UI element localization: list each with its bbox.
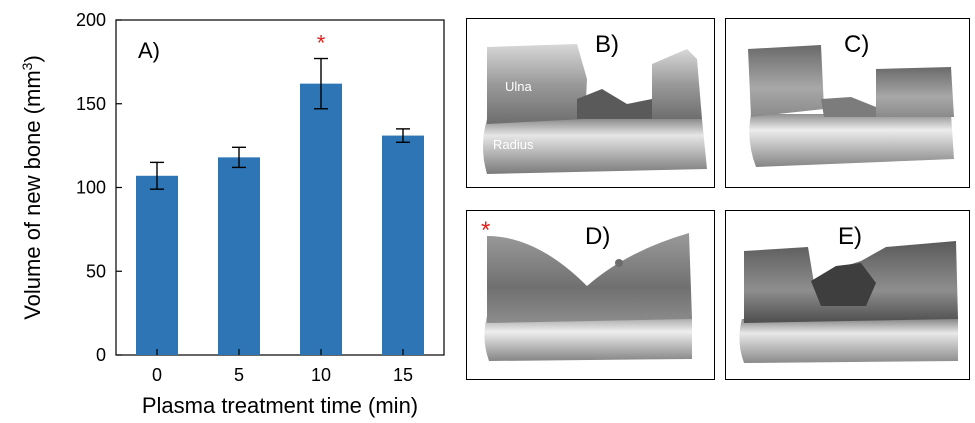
bar [382, 135, 424, 355]
bar [218, 157, 260, 355]
y-tick-label: 50 [86, 261, 106, 281]
bone-image-c [748, 45, 954, 167]
panel-label: B) [595, 31, 619, 58]
y-tick-label: 100 [76, 178, 106, 198]
x-tick-label: 10 [311, 365, 331, 385]
y-axis-label: Volume of new bone (mm3) [19, 55, 45, 320]
bone-image-b [483, 44, 707, 174]
bar [136, 175, 178, 355]
bar-chart: 0 50 100 150 200 0 5 10 * 15 A) Plasma treatment ti… [19, 10, 445, 418]
y-tick-label: 200 [76, 10, 106, 30]
radius-label: Radius [493, 137, 534, 152]
panel-label: D) [585, 223, 611, 250]
bar [300, 83, 342, 356]
panel-label: C) [844, 31, 870, 58]
panel-c: C) [725, 18, 970, 188]
y-tick-label: 0 [96, 345, 106, 365]
panel-label: A) [138, 38, 160, 63]
x-tick-label: 0 [152, 365, 162, 385]
panel-label: E) [838, 223, 862, 250]
x-tick-label: 5 [234, 365, 244, 385]
y-tick-label: 150 [76, 94, 106, 114]
significance-marker-d: * [481, 217, 491, 244]
panel-e: E) [725, 210, 970, 380]
panel-d: * D) [466, 210, 715, 380]
significance-marker: * [317, 31, 326, 56]
x-axis-label: Plasma treatment time (min) [142, 393, 418, 418]
bone-image-e [739, 241, 958, 363]
bone-image-d [484, 233, 692, 361]
panel-b: B) Ulna Radius [466, 18, 715, 188]
ulna-label: Ulna [505, 79, 532, 94]
x-tick-label: 15 [393, 365, 413, 385]
